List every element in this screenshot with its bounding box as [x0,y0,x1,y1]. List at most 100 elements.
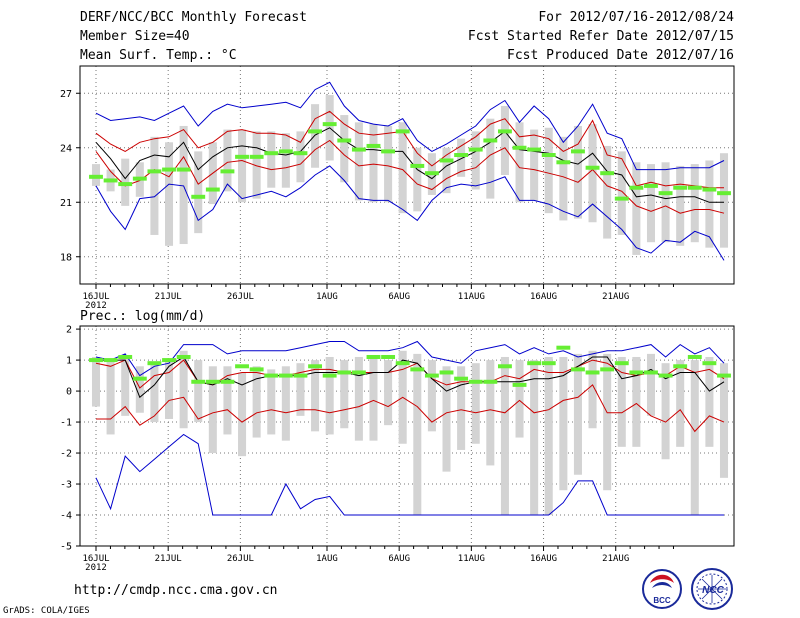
temp-panel-title: Mean Surf. Temp.: °C [80,48,237,63]
x-tick-label: 26JUL [227,554,254,564]
median-marker [717,191,731,196]
median-marker [614,361,629,366]
ensemble-box [530,129,539,201]
ensemble-box [135,366,144,413]
median-marker [541,361,556,366]
median-marker [89,358,103,363]
x-year-label: 2012 [85,563,107,573]
ncc-logo-text: NCC [702,585,724,596]
ensemble-box [398,122,407,214]
median-marker [278,149,293,154]
median-marker [454,376,469,381]
x-year-label: 2012 [85,301,107,311]
median-marker [337,138,352,143]
ensemble-box [223,129,232,192]
bcc-logo: BCC [642,569,682,609]
x-tick-label: 16JUL [82,292,109,302]
y-tick-label: 1 [66,356,72,367]
ensemble-box [384,125,393,203]
median-marker [176,167,191,172]
median-marker [381,354,396,359]
median-marker [600,367,615,372]
ensemble-box [238,129,247,203]
prec-panel-title: Prec.: log(mm/d) [80,309,206,324]
ensemble-box [150,136,159,235]
median-marker [556,345,571,350]
median-marker [629,370,644,375]
median-marker [614,196,629,201]
ensemble-box [179,125,188,245]
ensemble-box [281,133,290,188]
ensemble-box [194,360,203,423]
median-marker [351,370,366,375]
median-marker [658,373,673,378]
ensemble-box [500,105,509,175]
x-tick-label: 1AUG [316,554,338,564]
series-line-mean [96,356,725,399]
ensemble-box [267,369,276,435]
median-marker [585,370,600,375]
ensemble-box [413,147,422,212]
ensemble-box [486,360,495,466]
median-marker [132,376,147,381]
ensemble-box [573,353,582,475]
ensemble-box [617,151,626,235]
median-marker [585,165,600,170]
ensemble-box [252,366,261,438]
median-marker [702,187,717,192]
ensemble-box [661,363,670,460]
ensemble-box [515,360,524,438]
median-marker [673,364,688,369]
median-marker [424,171,439,176]
median-marker [527,361,542,366]
median-marker [468,379,483,384]
y-tick-label: 24 [60,143,72,154]
ensemble-box [705,356,714,447]
median-marker [644,183,658,188]
median-marker [308,129,323,134]
ensemble-box [165,142,174,246]
median-marker [118,354,133,359]
x-tick-label: 11AUG [458,292,485,302]
x-tick-label: 11AUG [458,554,485,564]
ensemble-box [106,360,115,435]
ensemble-box [690,360,699,516]
ensemble-box [719,153,729,248]
y-tick-label: 21 [60,198,72,209]
ensemble-box [646,353,655,416]
y-tick-label: 27 [60,89,72,100]
ensemble-box [705,160,714,248]
series-line-mean-plus-std [95,110,724,189]
series-line-max [95,340,725,377]
bcc-logo-text: BCC [653,596,671,605]
series-line-min [95,433,724,516]
y-tick-label: 18 [60,252,72,263]
ensemble-box [544,127,553,214]
logos: BCC NCC [642,568,733,610]
ensemble-box [340,360,349,429]
source-url[interactable]: http://cmdp.ncc.cma.gov.cn [74,583,278,598]
median-marker [366,354,381,359]
median-marker [366,143,381,148]
median-marker [571,149,585,154]
median-marker [264,373,279,378]
median-marker [235,364,249,369]
ensemble-box [267,131,276,188]
ensemble-box [340,115,349,183]
ensemble-box [194,151,203,234]
ensemble-box [281,366,290,441]
ensemble-box [530,360,539,516]
median-marker [103,358,118,363]
ensemble-box [311,104,320,168]
median-marker [556,160,571,165]
median-marker [483,138,498,143]
ensemble-box [500,356,509,516]
x-tick-label: 1AUG [316,292,338,302]
median-marker [191,194,206,199]
ensemble-box [457,366,466,450]
median-marker [541,153,556,158]
median-marker [468,147,483,152]
series-line-min [95,165,725,261]
